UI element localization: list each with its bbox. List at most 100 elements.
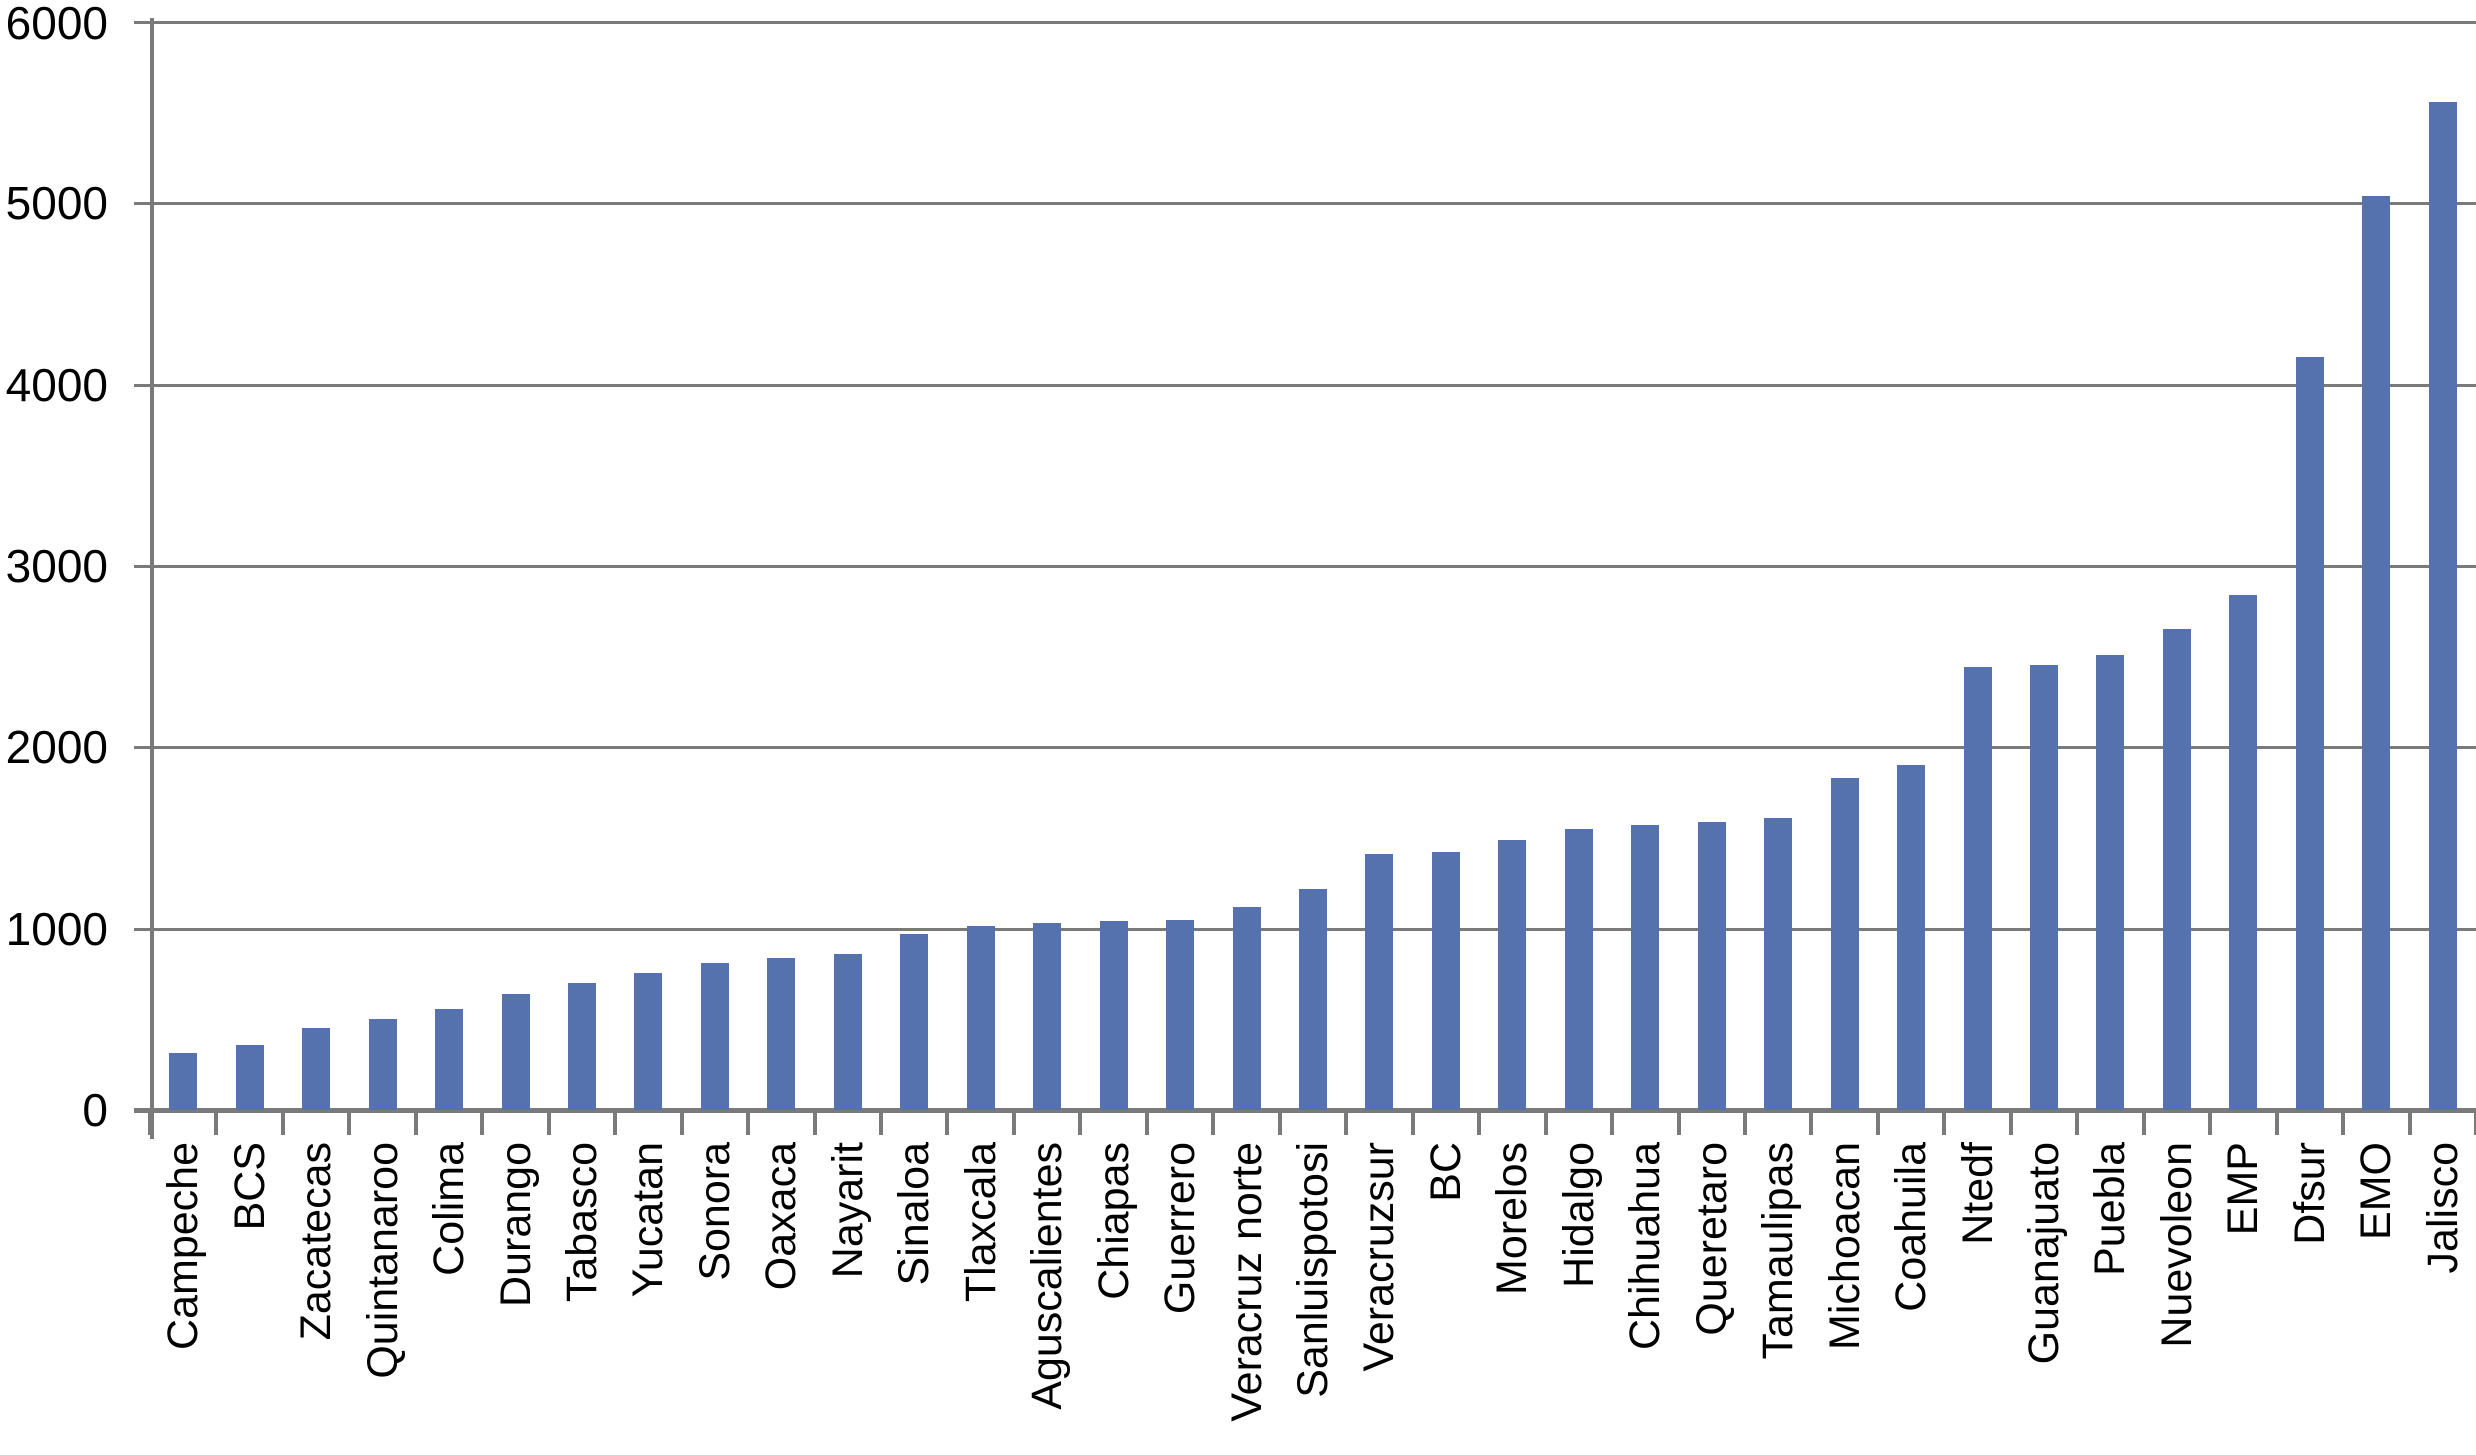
x-tick	[347, 1113, 352, 1135]
bar-EMP	[2229, 595, 2258, 1110]
x-tick	[546, 1113, 551, 1135]
x-tick	[1543, 1113, 1548, 1135]
y-tick-3000	[134, 565, 150, 568]
x-tick	[1942, 1113, 1947, 1135]
x-tick	[1410, 1113, 1415, 1135]
x-axis-label-Tlaxcala: Tlaxcala	[956, 1142, 1005, 1303]
y-axis-label-3000: 3000	[5, 540, 108, 592]
bar-Colima	[435, 1009, 464, 1110]
y-axis-label-0: 0	[82, 1084, 108, 1136]
gridline-4000	[150, 383, 2476, 387]
x-axis-label-Oaxaca: Oaxaca	[757, 1142, 806, 1291]
x-tick	[812, 1113, 817, 1135]
x-tick	[480, 1113, 485, 1135]
x-tick	[746, 1113, 751, 1135]
x-axis-line	[134, 1108, 2476, 1113]
gridline-5000	[150, 202, 2476, 206]
bar-Hidalgo	[1564, 828, 1593, 1110]
x-tick	[280, 1113, 285, 1135]
x-tick	[1344, 1113, 1349, 1135]
x-tick	[1676, 1113, 1681, 1135]
bar-Zacatecas	[302, 1028, 331, 1110]
x-axis-label-Guanajuato: Guanajuato	[2020, 1142, 2069, 1365]
x-axis-label-EMO: EMO	[2352, 1142, 2401, 1240]
x-tick	[679, 1113, 684, 1135]
x-tick	[945, 1113, 950, 1135]
x-tick	[2075, 1113, 2080, 1135]
y-axis-line	[150, 18, 154, 1139]
x-tick	[2274, 1113, 2279, 1135]
bar-Quintanaroo	[368, 1019, 397, 1110]
x-tick	[613, 1113, 618, 1135]
x-axis-label-Campeche: Campeche	[159, 1142, 208, 1350]
x-axis-label-Ntedf: Ntedf	[1953, 1142, 2002, 1245]
bar-Coahuila	[1897, 765, 1926, 1110]
x-axis-label-Nayarit: Nayarit	[823, 1142, 872, 1279]
x-tick	[2474, 1113, 2476, 1135]
x-tick	[879, 1113, 884, 1135]
y-axis-label-4000: 4000	[5, 358, 108, 411]
x-axis-label-Sanluispotosi: Sanluispotosi	[1289, 1142, 1337, 1398]
x-tick	[1211, 1113, 1216, 1135]
gridline-2000	[150, 746, 2476, 750]
x-axis-label-Tabasco: Tabasco	[557, 1142, 606, 1303]
y-tick-6000	[134, 21, 150, 24]
y-axis-label-1000: 1000	[5, 902, 108, 955]
bar-Dfsur	[2295, 357, 2324, 1110]
y-tick-2000	[134, 746, 150, 750]
x-axis-label-Michoacan: Michoacan	[1820, 1142, 1869, 1350]
x-axis-label-Sonora: Sonora	[690, 1142, 739, 1281]
x-tick	[1277, 1113, 1282, 1135]
x-axis-label-Hidalgo: Hidalgo	[1554, 1142, 1603, 1288]
x-tick	[1610, 1113, 1615, 1135]
x-tick	[1875, 1113, 1880, 1135]
x-axis-label-Nuevoleon: Nuevoleon	[2152, 1142, 2201, 1348]
bar-Tamaulipas	[1764, 818, 1793, 1110]
x-tick	[2141, 1113, 2146, 1135]
x-tick	[148, 1113, 152, 1135]
x-tick	[1742, 1113, 1747, 1135]
bar-Chiapas	[1099, 920, 1128, 1110]
x-axis-label-Veracruz norte: Veracruz norte	[1222, 1142, 1271, 1422]
x-axis-label-EMP: EMP	[2219, 1142, 2268, 1236]
x-axis-label-Dfsur: Dfsur	[2285, 1142, 2334, 1245]
bar-Chihuahua	[1631, 825, 1660, 1110]
bar-Oaxaca	[767, 957, 796, 1110]
x-tick	[1078, 1113, 1083, 1135]
x-axis-label-BCS: BCS	[225, 1142, 274, 1231]
gridline-6000	[150, 21, 2476, 24]
bar-Yucatan	[634, 973, 663, 1110]
bar-BCS	[235, 1044, 264, 1110]
x-axis-label-Durango: Durango	[491, 1142, 540, 1307]
x-tick	[1011, 1113, 1016, 1135]
x-tick	[2008, 1113, 2013, 1135]
bar-Nuevoleon	[2162, 628, 2191, 1110]
x-tick	[2341, 1113, 2346, 1135]
x-axis-label-Yucatan: Yucatan	[624, 1142, 673, 1298]
bar-Aguscalientes	[1033, 923, 1062, 1110]
x-axis-label-Jalisco: Jalisco	[2418, 1142, 2467, 1274]
x-tick	[2407, 1113, 2412, 1135]
bar-Guanajuato	[2030, 664, 2059, 1110]
x-axis-label-BC: BC	[1421, 1142, 1470, 1202]
x-tick	[214, 1113, 219, 1135]
bar-Veracruzsur	[1365, 854, 1394, 1110]
bar-Durango	[501, 993, 530, 1110]
y-tick-5000	[134, 202, 150, 206]
bar-Queretaro	[1697, 821, 1726, 1110]
y-tick-4000	[134, 383, 150, 387]
bar-Campeche	[169, 1052, 198, 1110]
bar-Puebla	[2096, 654, 2125, 1110]
x-axis-label-Chiapas: Chiapas	[1089, 1142, 1138, 1300]
x-axis-label-Chihuahua: Chihuahua	[1621, 1142, 1670, 1351]
x-axis-label-Tamaulipas: Tamaulipas	[1754, 1142, 1803, 1360]
x-axis-label-Sinaloa: Sinaloa	[890, 1142, 939, 1286]
y-tick-1000	[134, 927, 150, 931]
x-axis-label-Aguscalientes: Aguscalientes	[1023, 1142, 1072, 1410]
bar-Tlaxcala	[966, 925, 995, 1110]
x-axis-label-Coahuila: Coahuila	[1887, 1142, 1936, 1312]
bar-Sonora	[700, 963, 729, 1110]
x-tick	[1477, 1113, 1482, 1135]
x-axis-label-Quintanaroo: Quintanaroo	[358, 1142, 407, 1379]
bar-Michoacan	[1830, 778, 1859, 1110]
